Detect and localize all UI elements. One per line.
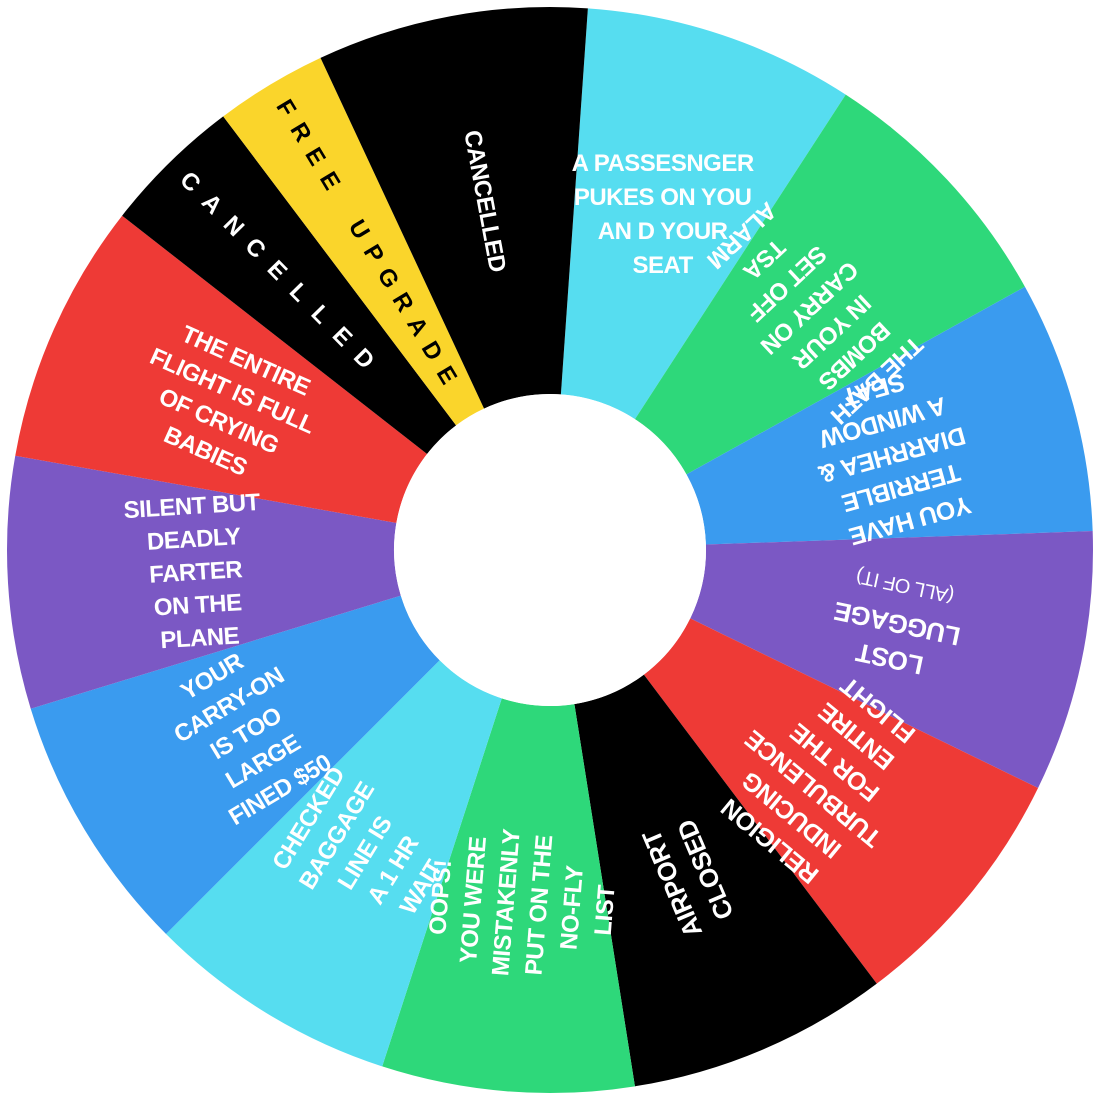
label-line: FARTER xyxy=(148,556,243,589)
label-line: LIST xyxy=(590,884,621,937)
segment-silent-farter xyxy=(6,455,401,709)
segment-no-fly-list xyxy=(382,698,635,1093)
segment-bath-bombs xyxy=(634,94,1025,475)
segment-crying-babies xyxy=(15,215,428,523)
segment-lost-luggage xyxy=(690,531,1093,789)
segment-passenger-pukes xyxy=(560,8,846,420)
segment-turbulence xyxy=(643,618,1039,984)
label-line: ON THE xyxy=(153,589,243,621)
segment-carry-on-large xyxy=(30,595,440,934)
wheel-segments xyxy=(6,7,1093,1093)
wheel-hub[interactable] xyxy=(394,394,706,706)
label-line: A PASSESNGER xyxy=(572,150,754,177)
segment-diarrhea xyxy=(686,286,1093,545)
label-line: SEAT xyxy=(633,252,694,279)
label-line: DEADLY xyxy=(146,523,241,556)
label-line: PLANE xyxy=(160,622,241,654)
segment-cancelled-1 xyxy=(122,116,457,454)
segment-free-upgrade xyxy=(223,57,485,426)
label-line: PUKES ON YOU xyxy=(574,184,752,211)
label-line: AN D YOUR xyxy=(598,218,728,245)
segment-checked-baggage xyxy=(166,660,502,1067)
label-line: NO-FLY xyxy=(555,864,589,950)
label-line: OOPS! xyxy=(424,859,457,936)
segment-airport-closed xyxy=(574,674,877,1087)
segment-cancelled-2 xyxy=(320,7,588,409)
label-passenger-pukes: A PASSESNGER PUKES ON YOU AN D YOUR SEAT xyxy=(572,150,755,279)
